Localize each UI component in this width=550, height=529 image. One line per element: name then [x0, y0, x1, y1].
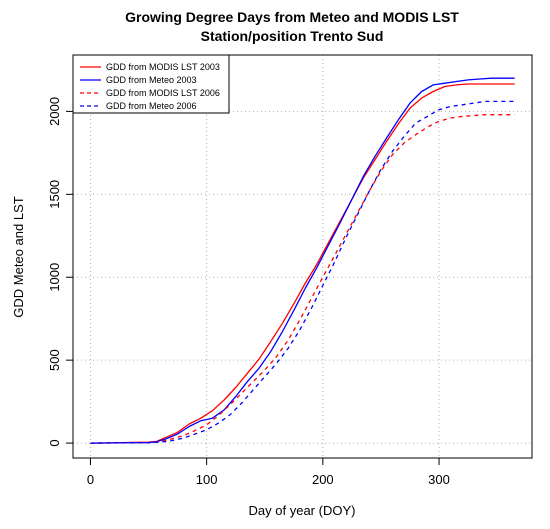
y-axis: 0 500 1000 1500 2000: [47, 97, 73, 447]
legend-label-3: GDD from Meteo 2006: [106, 101, 197, 111]
chart-subtitle: Station/position Trento Sud: [201, 28, 384, 44]
series-line-0: [90, 83, 515, 444]
chart-title: Growing Degree Days from Meteo and MODIS…: [125, 9, 459, 25]
y-tick-label-2: 1000: [47, 263, 62, 292]
legend-label-1: GDD from Meteo 2003: [106, 75, 197, 85]
x-tick-label-0: 0: [87, 472, 94, 487]
legend-label-2: GDD from MODIS LST 2006: [106, 88, 220, 98]
legend: GDD from MODIS LST 2003 GDD from Meteo 20…: [72, 54, 230, 114]
legend-label-0: GDD from MODIS LST 2003: [106, 62, 220, 72]
y-axis-label: GDD Meteo and LST: [11, 196, 26, 317]
y-tick-label-0: 0: [47, 439, 62, 446]
y-tick-label-4: 2000: [47, 97, 62, 126]
x-tick-label-1: 100: [196, 472, 218, 487]
series-line-1: [90, 77, 515, 444]
x-axis-label: Day of year (DOY): [249, 503, 356, 518]
series-layer: [90, 77, 515, 444]
y-tick-label-1: 500: [47, 349, 62, 371]
x-tick-label-2: 200: [312, 472, 334, 487]
x-axis: 0 100 200 300: [87, 458, 450, 487]
y-tick-label-3: 1500: [47, 180, 62, 209]
series-line-3: [90, 100, 515, 444]
x-tick-label-3: 300: [428, 472, 450, 487]
legend-box: [72, 54, 230, 114]
plot-frame: [72, 54, 533, 459]
